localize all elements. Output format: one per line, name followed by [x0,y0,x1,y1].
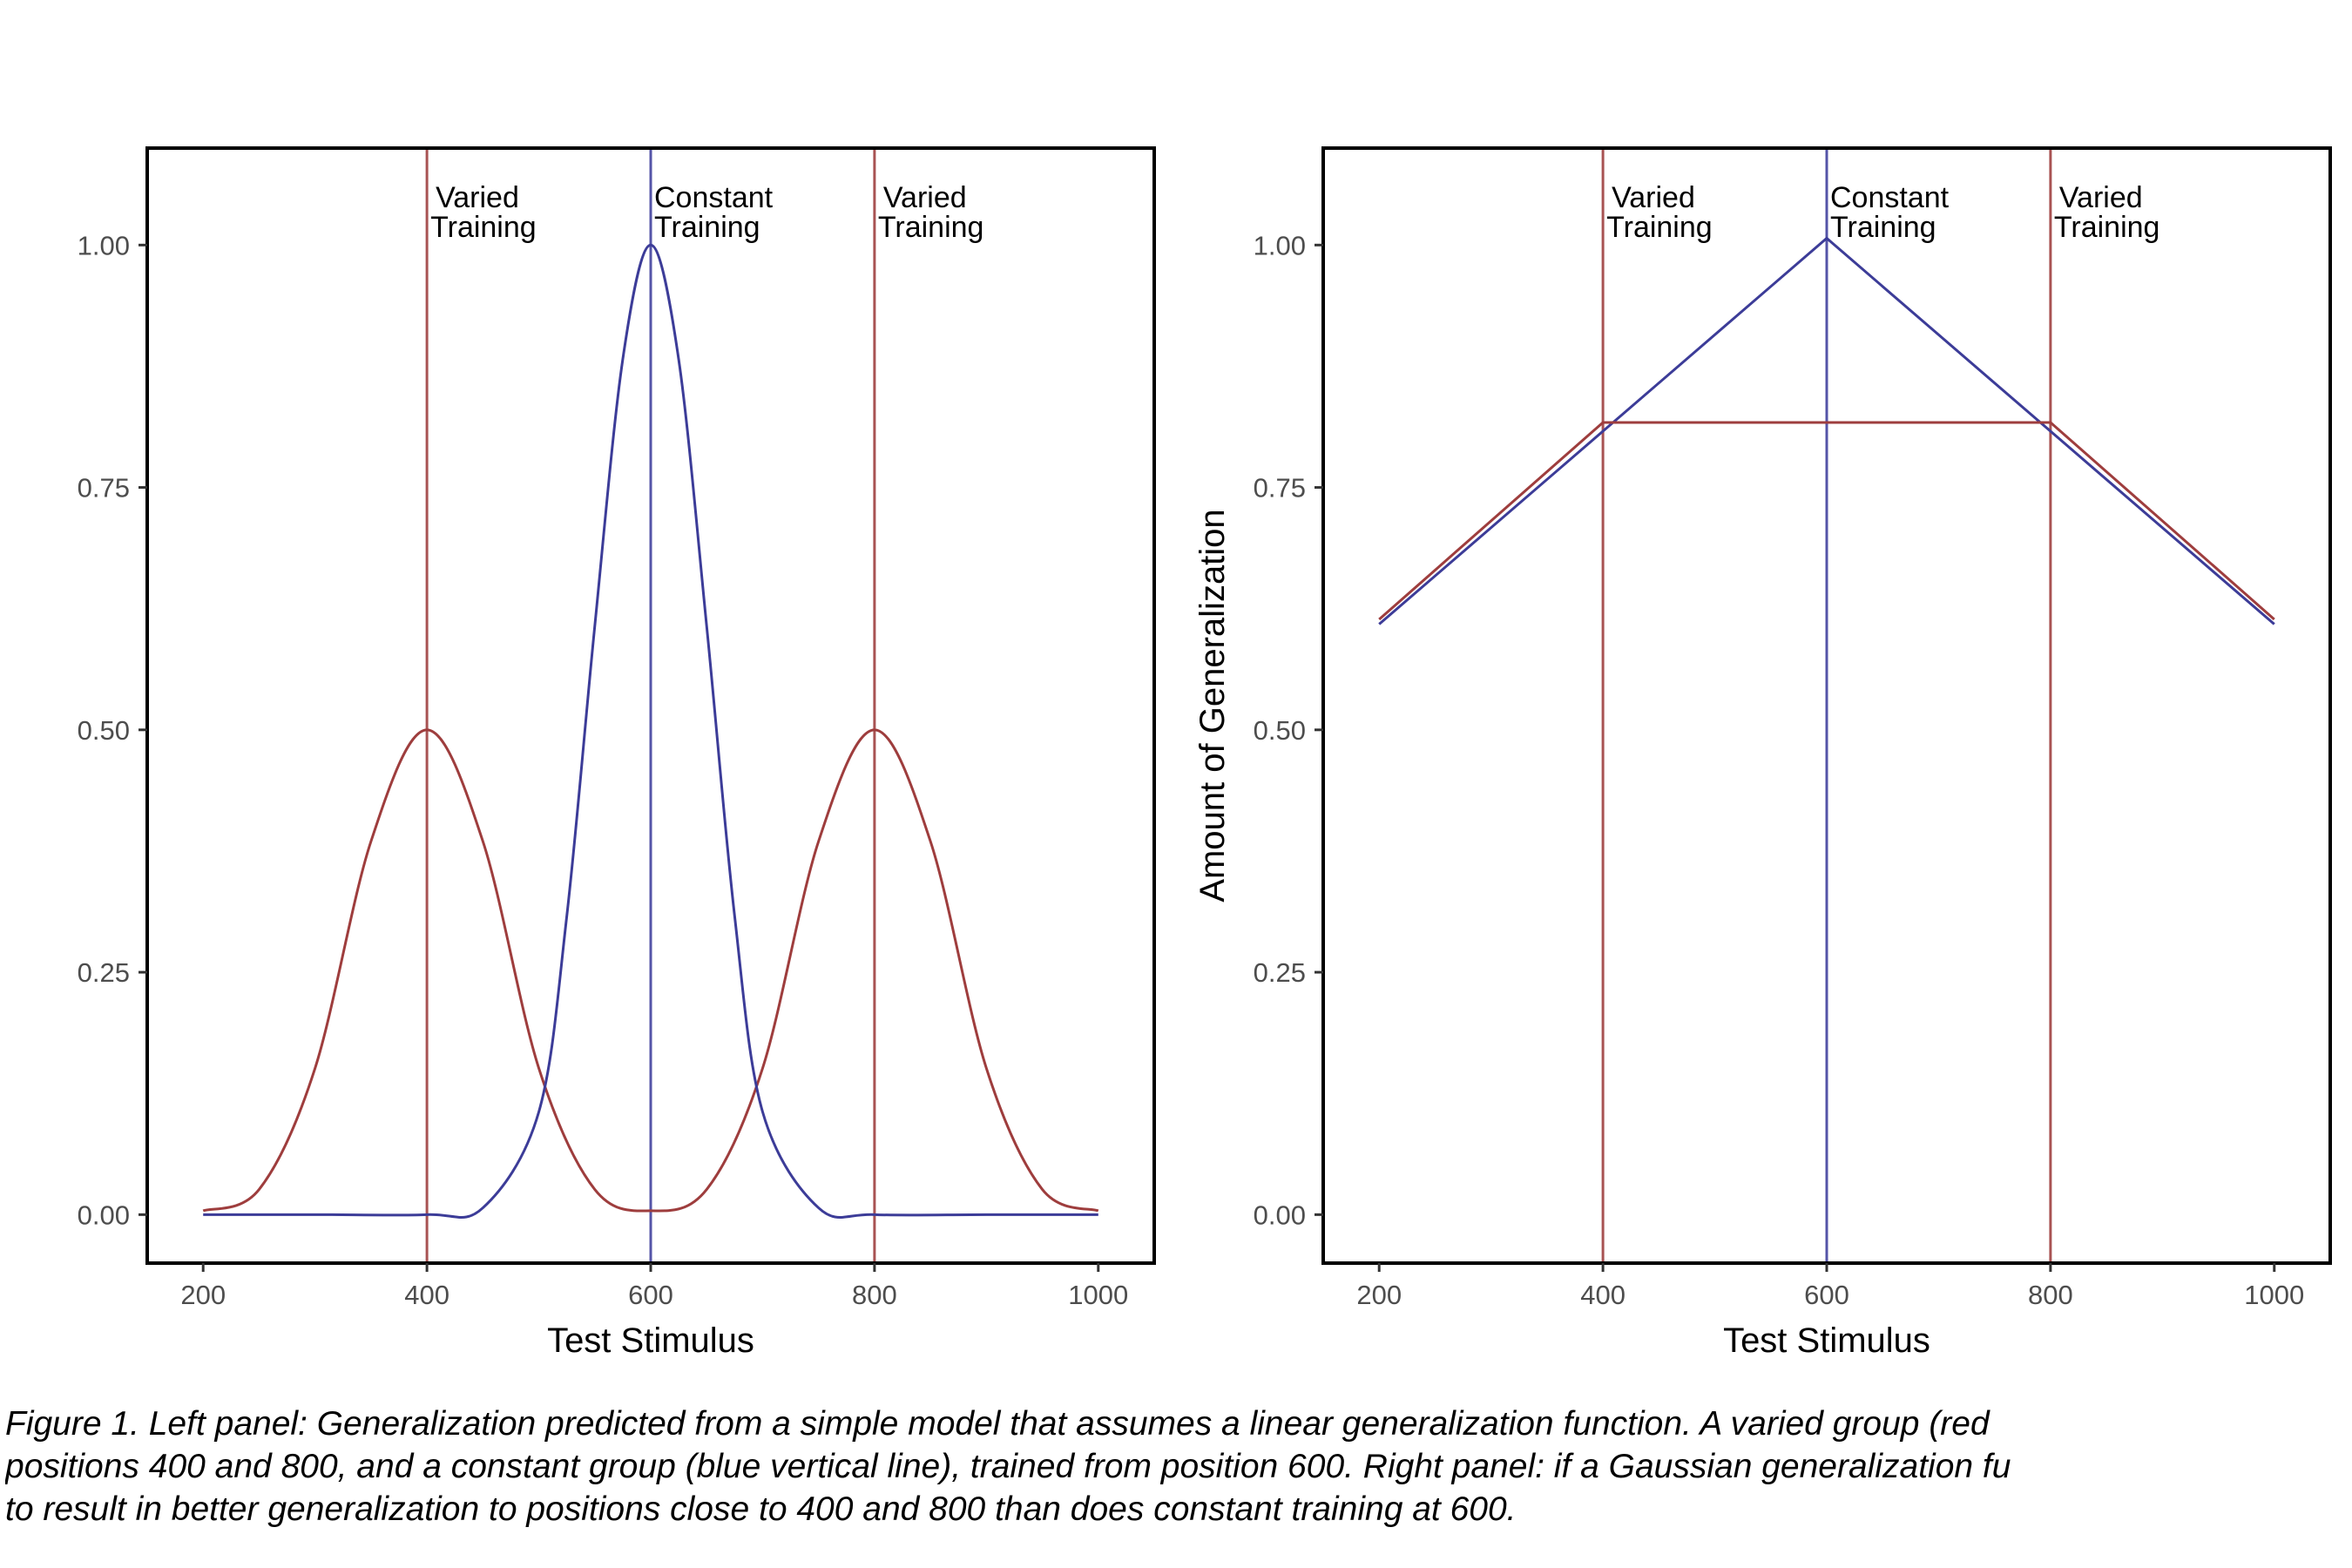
left-panel: VariedTrainingConstantTrainingVariedTrai… [78,146,1156,1360]
x-tick-label-200: 200 [180,1280,226,1310]
y-axis-title: Amount of Generalization [1193,509,1232,902]
series-line-2 [1378,421,2275,621]
x-tick-label-800: 800 [852,1280,897,1310]
x-tick-label-400: 400 [404,1280,449,1310]
right-panel: VariedTrainingConstantTrainingVariedTrai… [1193,146,2332,1360]
y-tick-label-4: 1.00 [1254,230,1306,260]
caption-line-1: Figure 1. Left panel: Generalization pre… [5,1405,1990,1443]
annotation-2-line-2: Training [1830,211,1936,244]
y-tick-label-3: 0.75 [78,473,130,504]
x-tick-label-800: 800 [2028,1280,2073,1310]
annotation-1-line-1: Varied [1612,181,1695,214]
caption-line-2: positions 400 and 800, and a constant gr… [5,1448,2011,1485]
caption-line-3: to result in better generalization to po… [5,1490,1517,1528]
y-tick-label-4: 1.00 [78,230,130,260]
annotation-1-line-2: Training [1606,211,1713,244]
series-line-1 [1378,236,2275,625]
annotation-2-line-2: Training [654,211,760,244]
series-line-1 [202,728,1099,1213]
y-tick-label-0: 0.00 [1254,1200,1306,1230]
annotation-2-line-1: Constant [654,181,774,214]
annotation-3-line-1: Varied [883,181,967,214]
annotation-2-line-1: Constant [1830,181,1950,214]
annotation-1-line-2: Training [430,211,537,244]
series-line-2 [203,243,1098,1219]
annotation-3-line-2: Training [878,211,984,244]
y-tick-label-0: 0.00 [78,1200,130,1230]
x-tick-label-400: 400 [1580,1280,1625,1310]
y-tick-label-1: 0.25 [78,957,130,988]
y-tick-label-3: 0.75 [1254,473,1306,504]
x-axis-title: Test Stimulus [547,1321,754,1360]
annotation-3-line-2: Training [2054,211,2160,244]
x-tick-label-600: 600 [628,1280,673,1310]
annotation-1-line-1: Varied [436,181,519,214]
x-tick-label-1000: 1000 [2244,1280,2304,1310]
x-tick-label-200: 200 [1356,1280,1402,1310]
x-tick-label-1000: 1000 [1068,1280,1128,1310]
y-tick-label-2: 0.50 [78,715,130,746]
annotation-3-line-1: Varied [2059,181,2143,214]
x-tick-label-600: 600 [1804,1280,1849,1310]
y-tick-label-2: 0.50 [1254,715,1306,746]
x-axis-title: Test Stimulus [1723,1321,1930,1360]
figure-caption: Figure 1. Left panel: Generalization pre… [5,1402,2352,1568]
y-tick-label-1: 0.25 [1254,957,1306,988]
